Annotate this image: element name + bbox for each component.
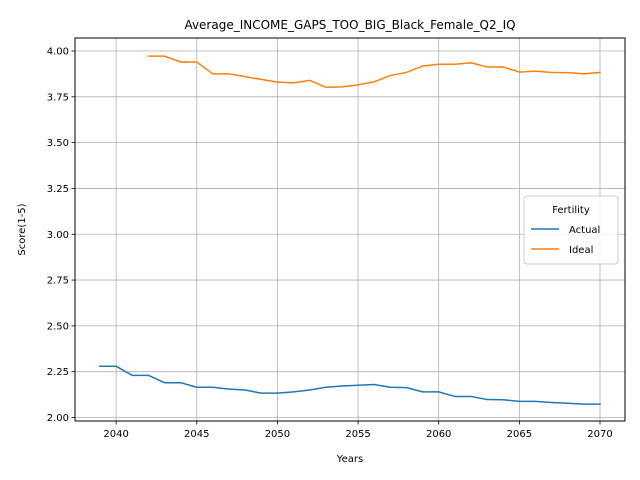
series-line-actual	[99, 365, 601, 405]
x-tick-label: 2045	[184, 429, 209, 440]
legend-title: Fertility	[552, 205, 590, 216]
y-tick-label: 3.75	[47, 92, 69, 103]
legend-label-actual: Actual	[569, 225, 600, 236]
legend: Fertility Actual Ideal	[523, 195, 619, 265]
x-axis-label: Years	[336, 454, 363, 465]
y-tick-label: 2.00	[47, 413, 69, 424]
legend-label-ideal: Ideal	[569, 245, 593, 256]
y-tick-label: 2.50	[47, 321, 69, 332]
y-tick-label: 2.25	[47, 367, 69, 378]
y-tick-label: 3.50	[47, 138, 69, 149]
y-tick-label: 2.75	[47, 276, 69, 287]
x-tick-label: 2070	[587, 429, 612, 440]
x-tick-label: 2055	[345, 429, 370, 440]
x-tick-label: 2040	[103, 429, 128, 440]
x-tick-label: 2050	[265, 429, 290, 440]
series-line-ideal	[147, 55, 601, 89]
y-tick-label: 4.00	[47, 47, 69, 58]
y-tick-label: 3.00	[47, 230, 69, 241]
y-axis-ticks: 2.00 2.25 2.50 2.75 3.00 3.25 3.50 3.75 4.00	[47, 47, 75, 424]
chart-title: Average_INCOME_GAPS_TOO_BIG_Black_Female…	[184, 18, 515, 32]
x-axis-ticks: 2040 2045 2050 2055 2060 2065 2070	[103, 421, 613, 440]
x-tick-label: 2065	[507, 429, 532, 440]
y-tick-label: 3.25	[47, 184, 69, 195]
legend-box	[523, 195, 619, 265]
plot-frame	[74, 37, 626, 422]
series-lines	[99, 55, 601, 405]
grid	[75, 38, 625, 421]
x-tick-label: 2060	[426, 429, 451, 440]
y-axis-label: Score(1-5)	[17, 203, 28, 255]
